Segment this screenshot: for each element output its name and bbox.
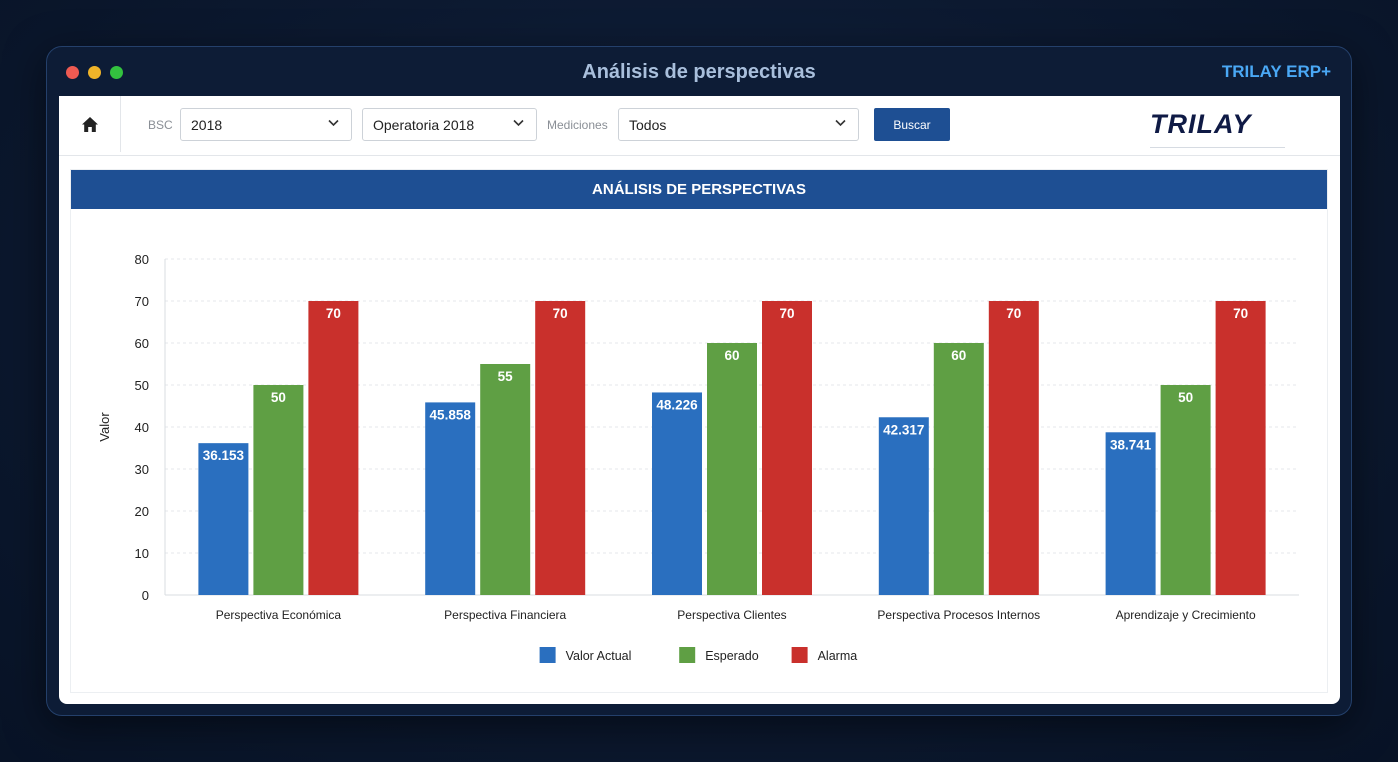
- company-logo: TRILAY: [1150, 109, 1252, 139]
- bar-value-label: 70: [1006, 306, 1021, 321]
- legend-label: Esperado: [705, 649, 759, 663]
- bar: [1105, 432, 1156, 595]
- bar: [308, 301, 359, 595]
- app-window: Análisis de perspectivas TRILAY ERP+ BSC…: [46, 46, 1352, 716]
- y-tick-label: 10: [135, 546, 149, 561]
- minimize-window-button[interactable]: [88, 66, 101, 79]
- y-tick-label: 80: [135, 252, 149, 267]
- bsc-select[interactable]: 2018: [180, 108, 352, 141]
- y-tick-label: 50: [135, 378, 149, 393]
- x-tick-label: Aprendizaje y Crecimiento: [1116, 608, 1256, 622]
- bar: [198, 443, 249, 595]
- search-button[interactable]: Buscar: [874, 108, 950, 141]
- maximize-window-button[interactable]: [110, 66, 123, 79]
- logo-divider: [1150, 147, 1285, 148]
- home-button[interactable]: [59, 96, 121, 152]
- bar-value-label: 55: [498, 369, 514, 384]
- bar: [652, 392, 702, 595]
- bar: [878, 417, 929, 595]
- y-tick-label: 40: [135, 420, 149, 435]
- bar-value-label: 50: [271, 390, 286, 405]
- y-tick-label: 20: [135, 504, 149, 519]
- bar-value-label: 45.858: [430, 407, 472, 422]
- mediciones-select-value: Todos: [629, 117, 667, 133]
- window-title: Análisis de perspectivas: [582, 61, 816, 83]
- title-bar: Análisis de perspectivas TRILAY ERP+: [47, 47, 1351, 97]
- bar-value-label: 70: [326, 306, 341, 321]
- bar-value-label: 42.317: [883, 422, 924, 437]
- home-icon: [81, 116, 98, 132]
- x-tick-label: Perspectiva Económica: [216, 608, 342, 622]
- operatoria-select[interactable]: Operatoria 2018: [362, 108, 537, 141]
- operatoria-select-value: Operatoria 2018: [373, 117, 475, 133]
- bsc-label: BSC: [148, 118, 173, 132]
- bar: [1160, 385, 1211, 595]
- bar-value-label: 60: [724, 348, 739, 363]
- bar: [535, 301, 586, 595]
- x-tick-label: Perspectiva Financiera: [444, 608, 566, 622]
- legend-label: Alarma: [818, 649, 858, 663]
- y-tick-label: 0: [142, 588, 149, 603]
- perspectives-bar-chart: 0 10 20 30 40 50 60 70 80 Valor 36.153 50 70 Perspect…: [97, 252, 1299, 663]
- y-tick-label: 60: [135, 336, 149, 351]
- bar: [253, 385, 304, 595]
- bar: [933, 343, 984, 595]
- app-content: BSC 2018 Operatoria 2018 Mediciones Todo…: [59, 96, 1340, 704]
- bar-value-label: 70: [553, 306, 568, 321]
- bar-value-label: 48.226: [656, 397, 698, 412]
- y-axis-label: Valor: [97, 412, 112, 442]
- y-tick-label: 70: [135, 294, 149, 309]
- bar-value-label: 70: [1233, 306, 1248, 321]
- bar: [762, 301, 812, 595]
- mediciones-select[interactable]: Todos: [618, 108, 859, 141]
- x-tick-label: Perspectiva Procesos Internos: [877, 608, 1040, 622]
- mediciones-label: Mediciones: [547, 118, 608, 132]
- legend-swatch: [791, 647, 808, 663]
- legend-label: Valor Actual: [566, 649, 632, 663]
- bar-value-label: 70: [779, 306, 794, 321]
- bar-value-label: 36.153: [203, 448, 245, 463]
- bar: [425, 402, 476, 595]
- chevron-down-icon: [328, 119, 339, 127]
- bar: [707, 343, 757, 595]
- legend-swatch: [679, 647, 696, 663]
- bar: [988, 301, 1039, 595]
- close-window-button[interactable]: [66, 66, 79, 79]
- brand-tag: TRILAY ERP+: [1221, 62, 1331, 81]
- bar: [1215, 301, 1266, 595]
- chart-panel-title: ANÁLISIS DE PERSPECTIVAS: [71, 170, 1327, 209]
- bsc-select-value: 2018: [191, 117, 223, 133]
- filter-toolbar: BSC 2018 Operatoria 2018 Mediciones Todo…: [59, 96, 1340, 156]
- chevron-down-icon: [513, 119, 524, 127]
- x-tick-label: Perspectiva Clientes: [677, 608, 786, 622]
- legend-swatch: [539, 647, 556, 663]
- bar-value-label: 38.741: [1110, 437, 1152, 452]
- bar-value-label: 60: [951, 348, 966, 363]
- chevron-down-icon: [835, 119, 846, 127]
- chart-panel: ANÁLISIS DE PERSPECTIVAS 0 10 20 30 40 50 60 70…: [70, 169, 1328, 693]
- bar: [480, 364, 531, 595]
- y-tick-label: 30: [135, 462, 149, 477]
- bar-value-label: 50: [1178, 390, 1193, 405]
